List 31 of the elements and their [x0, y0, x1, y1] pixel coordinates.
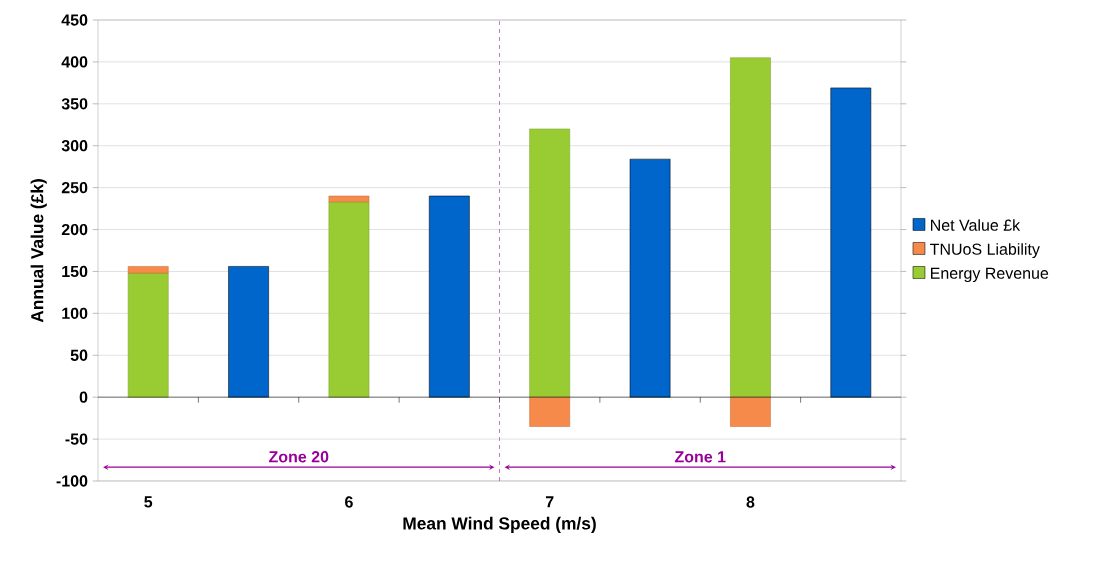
y-tick-label: -50 — [65, 433, 88, 445]
bar — [127, 272, 169, 398]
x-axis-title: Mean Wind Speed (m/s) — [403, 516, 596, 533]
bar — [127, 266, 169, 274]
legend-label: Energy Revenue — [931, 267, 1049, 283]
annotation: Zone 1 — [674, 451, 726, 463]
annotation: Zone 20 — [269, 451, 329, 463]
y-tick-label: 150 — [62, 265, 88, 278]
y-tick-label: 450 — [61, 14, 88, 26]
x-tick-label: 7 — [545, 496, 554, 508]
y-tick-label: 400 — [61, 56, 88, 68]
bar — [730, 396, 771, 427]
x-tick-label: 5 — [144, 496, 153, 508]
y-tick-label: 200 — [61, 223, 88, 236]
y-axis-title: Annual Value (£k) — [30, 179, 47, 323]
y-tick-label: -100 — [56, 475, 88, 487]
bar — [529, 396, 571, 427]
bar — [328, 195, 370, 203]
y-tick-label: 0 — [79, 391, 88, 403]
y-tick-label: 350 — [61, 98, 88, 110]
bar — [529, 128, 571, 398]
bar — [328, 201, 370, 398]
legend-label: Net Value £k — [931, 219, 1021, 231]
y-tick-label: 100 — [62, 307, 88, 320]
y-tick-label: 50 — [70, 349, 88, 361]
x-tick-label: 8 — [746, 496, 755, 508]
legend-label: TNUoS Liability — [930, 243, 1040, 259]
y-tick-label: 300 — [61, 140, 88, 152]
bar — [730, 57, 771, 398]
y-tick-label: 250 — [61, 181, 88, 194]
x-tick-label: 6 — [345, 496, 353, 508]
